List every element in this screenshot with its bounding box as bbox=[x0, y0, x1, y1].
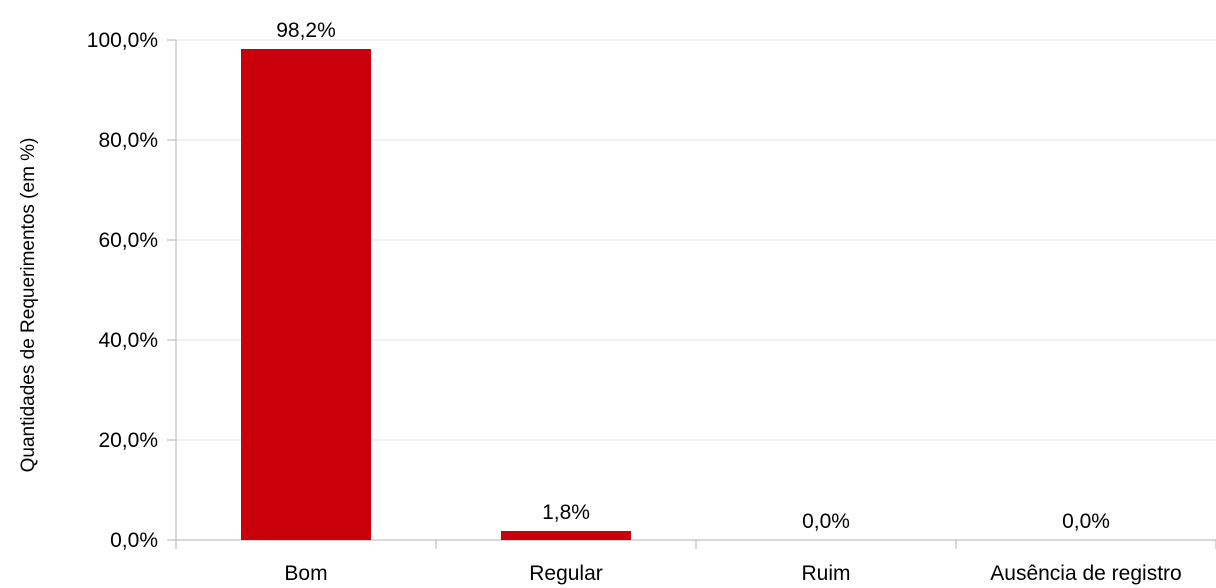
bars bbox=[241, 49, 631, 540]
x-category-label-1: Regular bbox=[529, 562, 603, 585]
x-category-label-2: Ruim bbox=[801, 562, 850, 585]
y-tick-label-0: 0,0% bbox=[110, 529, 158, 552]
y-tick-label-5: 100,0% bbox=[87, 29, 158, 52]
data-label-1: 1,8% bbox=[542, 501, 590, 524]
data-label-2: 0,0% bbox=[802, 510, 850, 533]
data-label-3: 0,0% bbox=[1062, 510, 1110, 533]
bar-0 bbox=[241, 49, 371, 540]
x-category-label-0: Bom bbox=[284, 562, 327, 585]
y-tick-label-1: 20,0% bbox=[98, 429, 158, 452]
data-label-0: 98,2% bbox=[276, 19, 336, 42]
y-tick-label-4: 80,0% bbox=[98, 129, 158, 152]
bar-1 bbox=[501, 531, 631, 540]
y-axis-title: Quantidades de Requerimentos (em %) bbox=[18, 138, 39, 473]
y-tick-label-3: 60,0% bbox=[98, 229, 158, 252]
x-category-label-3: Ausência de registro bbox=[990, 562, 1181, 585]
axes bbox=[167, 39, 1216, 549]
labels: 0,0% 20,0% 40,0% 60,0% 80,0% 100,0% 98,2% Bom 1,… bbox=[87, 19, 1182, 585]
y-tick-label-2: 40,0% bbox=[98, 329, 158, 352]
